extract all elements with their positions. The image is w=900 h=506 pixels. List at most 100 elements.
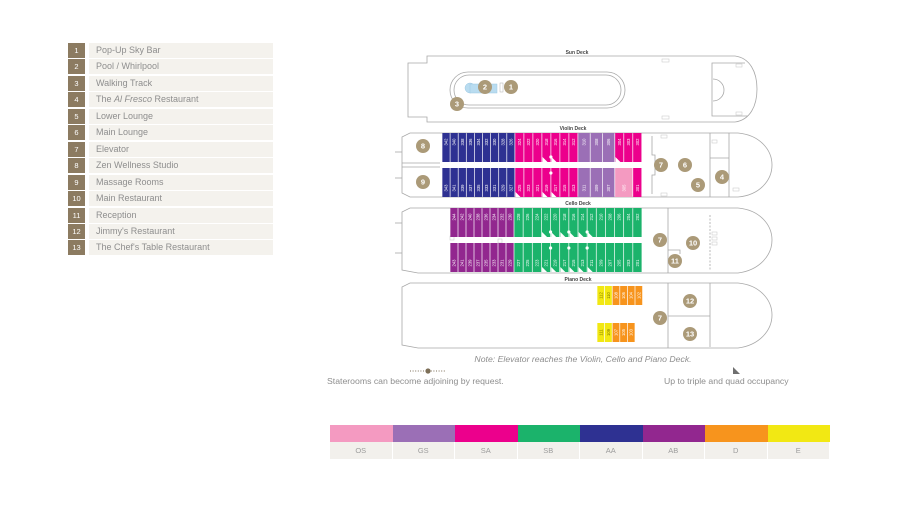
cabin-319: 319: [542, 168, 551, 197]
stair-icon: [711, 139, 718, 144]
reception-desk: [668, 249, 681, 254]
cabin-block: [624, 243, 633, 272]
category-ab: AB: [642, 425, 705, 459]
cabin-block: [550, 208, 560, 237]
cabin-block: [633, 208, 642, 237]
key-item: 6 Main Lounge: [68, 125, 273, 141]
cabin-110: 110: [604, 286, 612, 305]
cabin-number: 301: [635, 184, 640, 192]
adjoining-symbol: [410, 368, 446, 374]
marker-circle: [668, 254, 682, 268]
cabin-block: [605, 208, 615, 237]
key-label: Elevator: [89, 141, 273, 157]
cabin-number: 239: [468, 259, 473, 267]
cabin-224: 224: [532, 208, 542, 237]
cabin-block: [450, 243, 458, 272]
cabin-243: 243: [450, 243, 458, 272]
cabin-block: [590, 133, 603, 162]
cabin-block: [515, 168, 524, 197]
marker-3: 3: [450, 97, 464, 111]
cabin-block: [524, 168, 533, 197]
cabin-block: [507, 133, 515, 162]
cabin-number: 310: [582, 138, 587, 146]
cabin-block: [578, 208, 587, 237]
cabin-number: 218: [562, 213, 567, 221]
occupancy-triangle-icon: [587, 232, 593, 237]
marker-circle: [504, 80, 518, 94]
cabin-number: 241: [460, 259, 465, 267]
cabin-number: 216: [571, 213, 576, 221]
cabin-number: 323: [526, 184, 531, 192]
stair-icon: [732, 187, 740, 192]
cabin-number: 110: [606, 291, 611, 298]
cabin-number: 235: [484, 259, 489, 267]
cabin-number: 338: [460, 138, 465, 146]
cabin-block: [474, 133, 483, 162]
key-number: 7: [68, 141, 85, 157]
occupancy-triangle-icon: [551, 192, 557, 197]
stair-icon: [735, 63, 743, 68]
key-label: Main Lounge: [89, 125, 273, 141]
adjoining-dot-icon: [567, 246, 571, 250]
cabin-block: [474, 208, 482, 237]
cabin-226: 226: [523, 208, 532, 237]
marker-number: 8: [421, 142, 425, 151]
cabin-block: [635, 286, 643, 305]
cabin-block: [514, 208, 523, 237]
cabin-block: [560, 243, 569, 272]
cabin-block: [569, 243, 578, 272]
cabin-block: [523, 208, 532, 237]
marker-11: 11: [668, 254, 682, 268]
adjoining-dot-icon: [548, 230, 553, 234]
cabin-number: 319: [544, 184, 549, 192]
adjoining-dot-icon: [549, 155, 553, 159]
cabin-block: [474, 243, 482, 272]
cabin-307: 307: [602, 168, 615, 197]
cabin-block: [532, 208, 542, 237]
cabin-block: [633, 133, 642, 162]
cabin-number: 219: [553, 259, 558, 267]
adjoining-dot-icon: [549, 171, 553, 175]
cabin-block: [614, 208, 624, 237]
cabin-number: 326: [508, 138, 513, 146]
cabin-225: 225: [523, 243, 532, 272]
key-number: 6: [68, 125, 85, 141]
cabin-block: [602, 133, 615, 162]
cabin-number: 201: [635, 259, 640, 267]
cabin-block: [482, 133, 491, 162]
key-number: 3: [68, 75, 85, 91]
cabin-block: [490, 208, 498, 237]
cabin-number: 342: [444, 138, 449, 146]
occupancy-triangle-icon: [551, 157, 557, 162]
sun-deck-structure: [711, 62, 748, 117]
occupancy-triangle-icon: [569, 232, 575, 237]
cabin-block: [602, 168, 615, 197]
cabin-number: 337: [468, 184, 473, 192]
marker-number: 3: [455, 100, 459, 109]
cabin-219: 219: [550, 243, 560, 272]
marker-7: 7: [653, 233, 667, 247]
cabin-block: [578, 168, 590, 197]
cabin-block: [466, 208, 474, 237]
cabin-109: 109: [604, 323, 612, 342]
cabin-number: 335: [476, 184, 481, 192]
cabin-number: 314: [562, 138, 567, 146]
cabin-112: 112: [597, 286, 605, 305]
key-label: Main Restaurant: [89, 191, 273, 207]
cabin-block: [627, 323, 635, 342]
marker-2: 2: [478, 80, 492, 94]
cabin-block: [515, 133, 524, 162]
cabin-340: 340: [450, 133, 458, 162]
cabin-number: 211: [589, 259, 594, 266]
cabin-314: 314: [560, 133, 569, 162]
cabin-number: 111: [598, 329, 603, 336]
adjoining-dot-icon: [585, 230, 589, 234]
key-label: Pop-Up Sky Bar: [89, 43, 273, 58]
cabin-number: 308: [594, 138, 599, 146]
cabin-238: 238: [474, 208, 482, 237]
cabin-236: 236: [482, 208, 490, 237]
marker-7: 7: [654, 158, 668, 172]
cabin-number: 234: [492, 213, 497, 221]
cabin-number: 341: [452, 184, 457, 192]
cabin-block: [596, 243, 606, 272]
